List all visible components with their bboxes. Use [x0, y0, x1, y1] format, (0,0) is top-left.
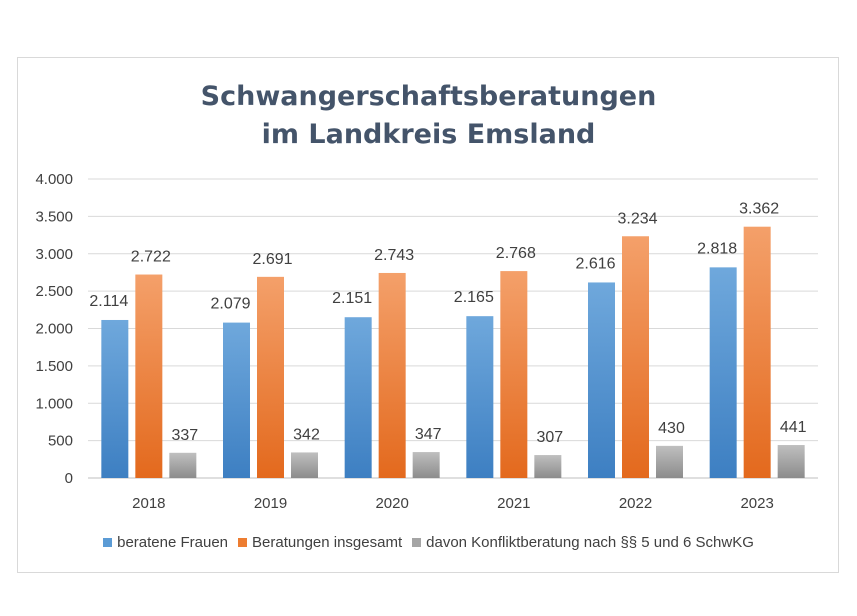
y-tick-label: 3.000: [35, 246, 73, 263]
bar: [291, 452, 318, 478]
data-label: 430: [658, 420, 685, 437]
data-label: 2.768: [496, 245, 536, 262]
bar: [777, 445, 805, 478]
bar: [656, 445, 683, 478]
legend-label-konfliktberatung: davon Konfliktberatung nach §§ 5 und 6 S…: [426, 534, 754, 551]
data-label: 342: [293, 426, 320, 443]
legend-item-konfliktberatung: davon Konfliktberatung nach §§ 5 und 6 S…: [412, 534, 754, 551]
data-label: 2.079: [210, 296, 250, 313]
legend: beratene Frauen Beratungen insgesamt dav…: [0, 534, 857, 551]
y-tick-label: 0: [65, 470, 73, 487]
bar: [743, 226, 771, 478]
x-tick-label: 2021: [497, 495, 530, 512]
legend-swatch-beratene-frauen: [103, 538, 113, 547]
legend-label-beratungen-insgesamt: Beratungen insgesamt: [252, 534, 403, 551]
chart-title-line-2: im Landkreis Emsland: [261, 119, 596, 150]
bar: [135, 274, 163, 478]
legend-swatch-konfliktberatung: [412, 538, 422, 547]
data-label: 2.743: [374, 247, 414, 264]
y-tick-label: 1.000: [35, 395, 73, 412]
data-label: 2.114: [89, 293, 128, 310]
data-label: 2.165: [454, 289, 494, 306]
legend-item-beratungen-insgesamt: Beratungen insgesamt: [238, 534, 402, 551]
data-label: 441: [780, 419, 807, 436]
data-label: 307: [536, 429, 563, 446]
data-label: 2.151: [332, 290, 372, 307]
bar: [622, 236, 649, 478]
bar: [378, 272, 406, 478]
bar: [500, 271, 528, 478]
bar: [344, 317, 372, 478]
data-label: 2.616: [575, 255, 615, 272]
legend-item-beratene-frauen: beratene Frauen: [103, 534, 228, 551]
bar: [588, 282, 615, 478]
data-label: 3.362: [739, 201, 779, 218]
y-tick-label: 4.000: [35, 171, 73, 188]
bar: [257, 276, 284, 478]
chart-title: Schwangerschaftsberatungen im Landkreis …: [0, 78, 857, 154]
x-tick-label: 2018: [132, 495, 165, 512]
bar: [101, 319, 129, 478]
bar: [412, 452, 440, 478]
y-tick-label: 2.500: [35, 283, 73, 300]
x-tick-label: 2023: [740, 495, 773, 512]
bar: [169, 452, 197, 478]
legend-swatch-beratungen-insgesamt: [238, 538, 248, 547]
data-label: 337: [171, 427, 198, 444]
chart-title-line-1: Schwangerschaftsberatungen: [200, 81, 657, 112]
data-label: 2.691: [252, 251, 292, 268]
bar: [709, 267, 737, 478]
bar: [223, 322, 250, 478]
x-tick-label: 2019: [254, 495, 287, 512]
bar: [466, 316, 494, 478]
data-label: 3.234: [617, 210, 657, 227]
x-tick-label: 2022: [619, 495, 652, 512]
data-label: 2.722: [131, 249, 171, 266]
y-tick-label: 2.000: [35, 321, 73, 338]
x-tick-label: 2020: [375, 495, 408, 512]
y-tick-label: 500: [48, 433, 73, 450]
y-tick-label: 1.500: [35, 358, 73, 375]
y-tick-label: 3.500: [35, 208, 73, 225]
data-label: 347: [415, 426, 442, 443]
data-label: 2.818: [697, 240, 737, 257]
bar: [534, 455, 562, 478]
legend-label-beratene-frauen: beratene Frauen: [117, 534, 229, 551]
